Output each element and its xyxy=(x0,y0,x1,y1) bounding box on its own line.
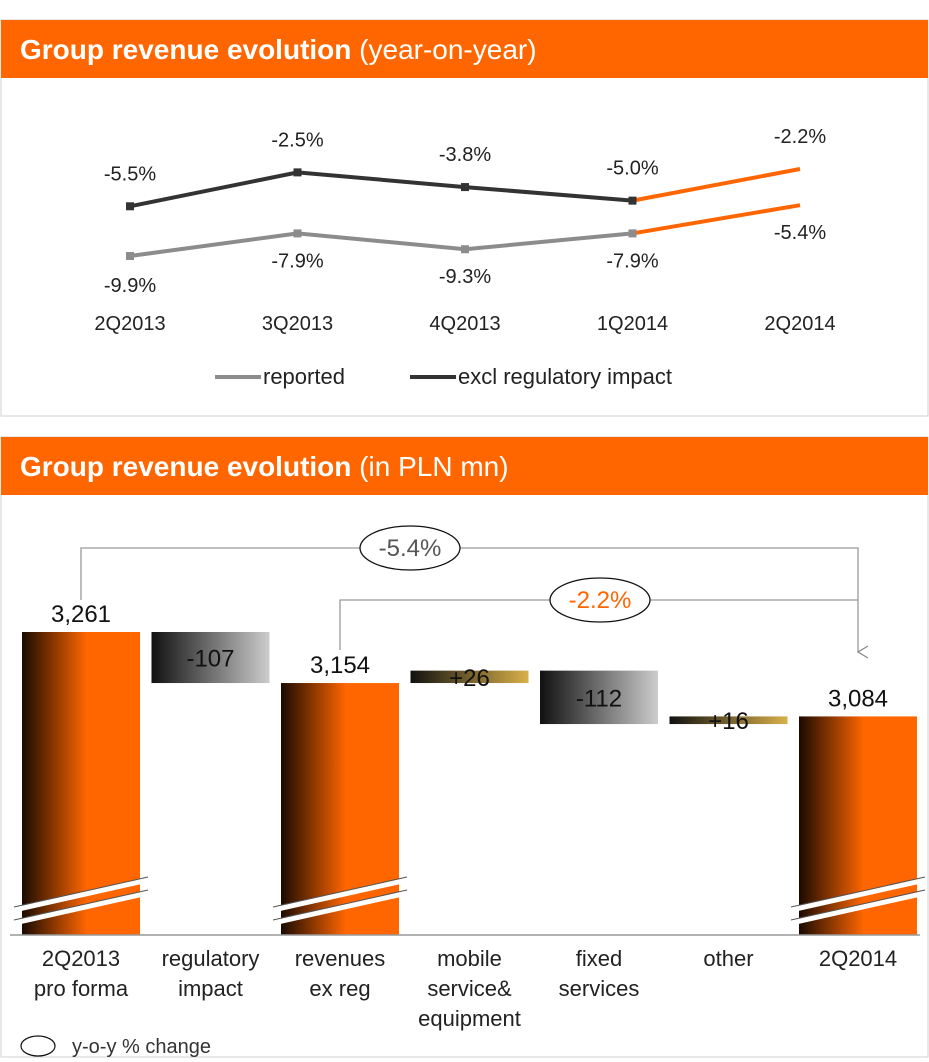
annotation-ellipse xyxy=(549,577,651,623)
annotation-ellipse xyxy=(359,525,461,571)
panel-border xyxy=(0,19,929,417)
panel-title: Group revenue evolution (year-on-year) xyxy=(20,34,537,65)
series-line-last xyxy=(632,203,801,236)
bracket xyxy=(339,599,858,650)
point xyxy=(461,245,469,254)
data-label: 3,084 xyxy=(828,685,888,712)
bar xyxy=(410,670,529,684)
data-label: -2.5% xyxy=(271,129,323,151)
x-tick-label: 2Q2013 xyxy=(94,313,165,335)
title-note: (year-on-year) xyxy=(359,34,536,65)
axis-break-edge xyxy=(790,876,926,908)
x-tick-label: 2Q2014 xyxy=(764,313,835,335)
axis-break-edge xyxy=(790,889,926,921)
x-tick-label: mobile service& equipment xyxy=(418,946,521,1031)
x-tick-label: 3Q2013 xyxy=(262,313,333,335)
point xyxy=(126,202,134,211)
legend-label: y-o-y % change xyxy=(72,1036,211,1058)
x-tick-label: 2Q2014 xyxy=(819,946,897,971)
axis-break xyxy=(13,890,149,926)
data-label: +16 xyxy=(708,708,749,735)
legend-label: reported xyxy=(263,364,345,389)
data-label: -5.4% xyxy=(774,222,826,244)
legend-label: excl regulatory impact xyxy=(458,364,672,389)
series-line xyxy=(129,231,633,258)
axis-break-edge xyxy=(272,876,408,908)
axis-break-edge xyxy=(272,889,408,921)
axis-break xyxy=(790,890,926,926)
axis-break xyxy=(13,877,149,913)
panel-header xyxy=(1,20,928,78)
bar xyxy=(540,670,658,725)
point xyxy=(461,183,469,192)
data-label: -3.8% xyxy=(439,144,491,166)
x-tick-label: 2Q2013 pro forma xyxy=(34,946,129,1001)
data-label: 3,261 xyxy=(51,601,111,628)
axis-break xyxy=(272,890,408,926)
legend-ellipse xyxy=(20,1035,56,1057)
panel-title: Group revenue evolution (in PLN mn) xyxy=(20,451,509,482)
title: Group revenue evolution xyxy=(20,34,351,65)
data-label: 3,154 xyxy=(310,652,370,679)
axis-break xyxy=(790,877,926,913)
title: Group revenue evolution xyxy=(20,451,351,482)
data-label: -5.0% xyxy=(606,158,658,180)
data-label: -9.3% xyxy=(439,266,491,288)
bar xyxy=(22,632,140,935)
axis-break-edge xyxy=(13,889,149,921)
bar xyxy=(151,632,270,684)
bar xyxy=(669,716,788,725)
data-label: -5.5% xyxy=(104,163,156,185)
title-note: (in PLN mn) xyxy=(359,451,508,482)
data-label: -9.9% xyxy=(104,275,156,297)
x-tick-label: regulatory impact xyxy=(162,946,260,1001)
series-line xyxy=(129,170,633,209)
line-chart: 2Q2013 3Q2013 4Q2013 1Q2014 2Q2014 -9.9% -7.9%… xyxy=(94,126,835,389)
axis-break-edge xyxy=(13,876,149,908)
data-label: -107 xyxy=(186,646,234,673)
point xyxy=(293,229,302,238)
x-tick-label: fixed services xyxy=(559,946,640,1001)
point xyxy=(628,229,637,238)
x-tick-label: revenues ex reg xyxy=(295,946,386,1001)
x-tick-label: 4Q2013 xyxy=(429,313,500,335)
series-line-last xyxy=(632,167,801,203)
point xyxy=(293,168,302,177)
point xyxy=(126,252,134,261)
data-label: -7.9% xyxy=(271,250,323,272)
axis-break xyxy=(272,877,408,913)
point xyxy=(628,196,637,205)
data-label: -2.2% xyxy=(774,126,826,148)
waterfall-chart: 3,261 2Q2013 pro forma -107 regulatory impact… xyxy=(10,525,926,1058)
data-label: -112 xyxy=(576,685,622,712)
x-tick-label: 1Q2014 xyxy=(597,313,668,335)
x-tick-label: other xyxy=(703,946,753,971)
annotation: -2.2% xyxy=(569,587,632,614)
data-label: -7.9% xyxy=(606,250,658,272)
data-label: +26 xyxy=(449,665,490,692)
annotation: -5.4% xyxy=(379,535,442,562)
panel-header xyxy=(1,437,928,495)
